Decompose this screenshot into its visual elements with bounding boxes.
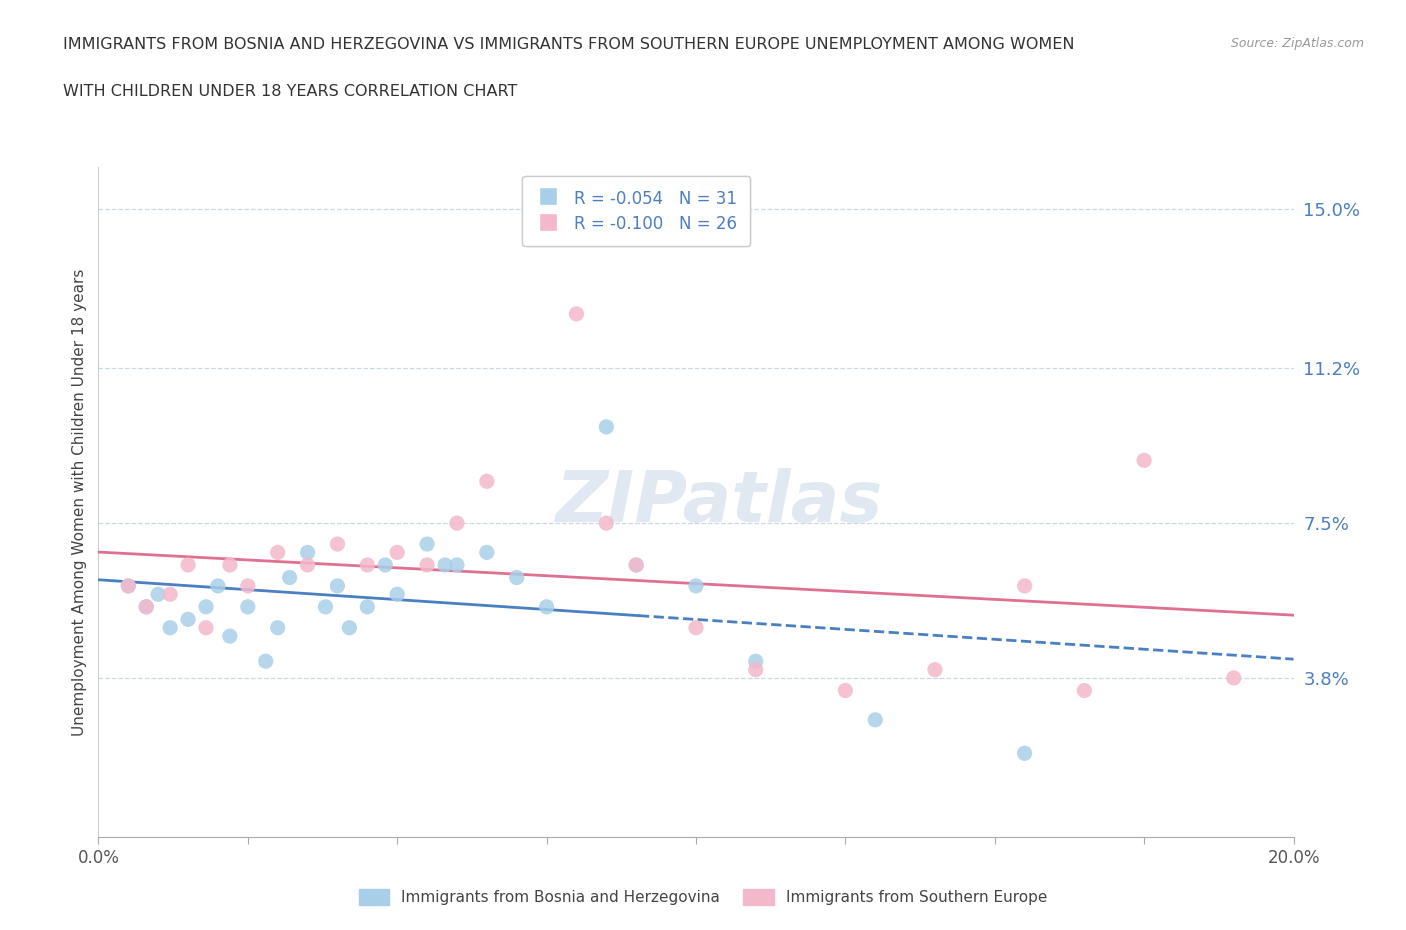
Point <box>159 587 181 602</box>
Point <box>745 654 768 669</box>
Text: WITH CHILDREN UNDER 18 YEARS CORRELATION CHART: WITH CHILDREN UNDER 18 YEARS CORRELATION… <box>63 84 517 99</box>
Point <box>194 620 218 635</box>
Point <box>685 578 707 593</box>
Point <box>624 558 647 573</box>
Point <box>177 558 200 573</box>
Point <box>434 558 457 573</box>
Point <box>326 537 349 551</box>
Point <box>219 629 242 644</box>
Point <box>1133 453 1156 468</box>
Point <box>194 600 218 615</box>
Point <box>1223 671 1246 685</box>
Point <box>315 600 337 615</box>
Point <box>536 600 558 615</box>
Text: Source: ZipAtlas.com: Source: ZipAtlas.com <box>1230 37 1364 50</box>
Point <box>297 545 319 560</box>
Point <box>475 474 498 489</box>
Point <box>267 620 290 635</box>
Point <box>924 662 946 677</box>
Point <box>236 600 259 615</box>
Point <box>416 537 439 551</box>
Text: ZIPatlas: ZIPatlas <box>557 468 883 537</box>
Point <box>356 600 378 615</box>
Point <box>236 578 259 593</box>
Point <box>446 558 468 573</box>
Point <box>475 545 498 560</box>
Point <box>446 516 468 531</box>
Point <box>745 662 768 677</box>
Point <box>326 578 349 593</box>
Point <box>219 558 242 573</box>
Point <box>207 578 229 593</box>
Point <box>339 620 360 635</box>
Point <box>148 587 170 602</box>
Point <box>117 578 139 593</box>
Point <box>595 419 617 434</box>
Point <box>356 558 378 573</box>
Point <box>385 587 409 602</box>
Point <box>254 654 277 669</box>
Y-axis label: Unemployment Among Women with Children Under 18 years: Unemployment Among Women with Children U… <box>72 269 87 736</box>
Point <box>177 612 200 627</box>
Point <box>624 558 647 573</box>
Point <box>416 558 439 573</box>
Point <box>685 620 707 635</box>
Point <box>865 712 887 727</box>
Point <box>278 570 301 585</box>
Point <box>1014 578 1036 593</box>
Legend: R = -0.054   N = 31, R = -0.100   N = 26: R = -0.054 N = 31, R = -0.100 N = 26 <box>522 176 751 246</box>
Point <box>506 570 529 585</box>
Point <box>595 516 617 531</box>
Point <box>374 558 396 573</box>
Point <box>565 307 588 322</box>
Point <box>297 558 319 573</box>
Legend: Immigrants from Bosnia and Herzegovina, Immigrants from Southern Europe: Immigrants from Bosnia and Herzegovina, … <box>352 882 1054 913</box>
Point <box>159 620 181 635</box>
Point <box>1014 746 1036 761</box>
Point <box>117 578 139 593</box>
Point <box>834 683 856 698</box>
Point <box>267 545 290 560</box>
Point <box>385 545 409 560</box>
Text: IMMIGRANTS FROM BOSNIA AND HERZEGOVINA VS IMMIGRANTS FROM SOUTHERN EUROPE UNEMPL: IMMIGRANTS FROM BOSNIA AND HERZEGOVINA V… <box>63 37 1074 52</box>
Point <box>135 600 157 615</box>
Point <box>135 600 157 615</box>
Point <box>1073 683 1095 698</box>
